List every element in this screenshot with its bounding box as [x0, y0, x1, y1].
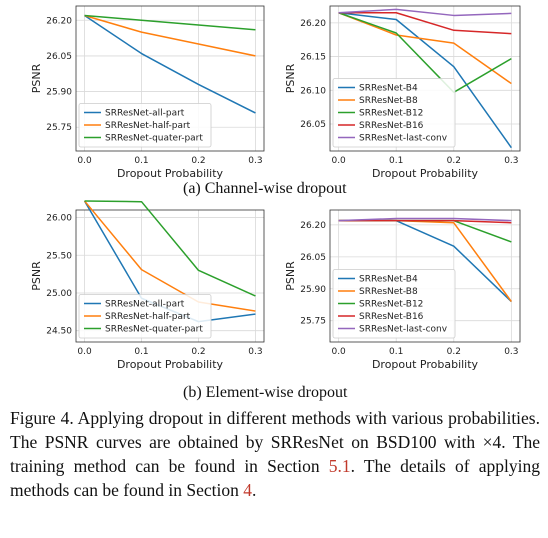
- y-tick-label: 26.00: [46, 214, 72, 224]
- y-tick-label: 25.90: [300, 285, 326, 295]
- legend-box: [332, 78, 456, 148]
- x-tick-label: 0.0: [77, 156, 92, 166]
- x-tick-label: 0.3: [248, 347, 262, 357]
- legend-entry: SRResNet-half-part: [105, 121, 191, 131]
- x-axis-label: Dropout Probability: [372, 358, 479, 371]
- legend-entry: SRResNet-all-part: [105, 109, 185, 119]
- caption-mid: . The details of applying methods can be…: [10, 456, 540, 500]
- y-axis-label: PSNR: [30, 63, 43, 93]
- y-tick-label: 26.05: [46, 52, 72, 62]
- series-line-srresnet-b4: [338, 11, 512, 149]
- figure-canvas: 0.0 0.1 0.2 0.3 25.75 25.90 26.05 26.20 SRResNet…: [30, 5, 521, 371]
- x-axis-label: Dropout Probability: [117, 167, 224, 180]
- legend-entry: SRResNet-B8: [359, 287, 418, 297]
- series-line-srresnet-b8: [338, 12, 512, 85]
- y-tick-label: 26.20: [46, 16, 72, 26]
- x-tick-label: 0.0: [331, 347, 346, 357]
- plot-frame: [75, 5, 265, 152]
- x-tick-label: 0.2: [191, 347, 205, 357]
- legend-entry: SRResNet-B12: [359, 300, 423, 310]
- plot-frame: [329, 5, 521, 152]
- series-line-srresnet-half-part: [84, 14, 256, 57]
- series-line-srresnet-b16: [338, 219, 512, 224]
- legend-entry: SRResNet-B16: [359, 312, 424, 322]
- y-tick-label: 26.20: [300, 221, 326, 231]
- x-tick-label: 0.3: [504, 156, 518, 166]
- legend-entry: SRResNet-quater-part: [105, 134, 203, 144]
- chart-panel-4: 0.0 0.1 0.2 0.3 25.75 25.90 26.05 26.20 SRResNet…: [284, 209, 521, 371]
- caption-ref-methods[interactable]: 4: [243, 480, 253, 500]
- y-tick-label: 26.20: [300, 19, 326, 29]
- subcaption-a: (a) Channel-wise dropout: [183, 180, 347, 197]
- chart-panel-3: 0.0 0.1 0.2 0.3 24.50 25.00 25.50 26.00 SRResNet…: [30, 200, 265, 371]
- y-tick-label: 25.90: [46, 88, 72, 98]
- y-axis-label: PSNR: [284, 63, 297, 93]
- chart-panel-2: 0.0 0.1 0.2 0.3 26.05 26.10 26.15 26.20 SRResNet…: [284, 5, 521, 180]
- legend-entry: SRResNet-last-conv: [359, 325, 448, 335]
- series-line-srresnet-last-conv: [338, 8, 512, 17]
- caption-lead: Figure 4. Applying dropout in different …: [10, 408, 540, 476]
- legend-entry: SRResNet-quater-part: [105, 325, 203, 335]
- y-tick-label: 25.75: [46, 123, 72, 133]
- y-tick-label: 26.10: [300, 86, 326, 96]
- plot-frame: [75, 209, 265, 343]
- x-tick-label: 0.1: [134, 347, 148, 357]
- series-line-srresnet-half-part: [83, 200, 256, 312]
- y-tick-label: 26.05: [300, 253, 326, 263]
- legend-entry: SRResNet-all-part: [105, 300, 185, 310]
- legend-box: [332, 269, 456, 339]
- x-tick-label: 0.2: [447, 347, 461, 357]
- legend-box: [78, 103, 212, 148]
- y-axis-label: PSNR: [284, 261, 297, 291]
- series-line-srresnet-b16: [338, 11, 512, 35]
- series-line-srresnet-quater-part: [84, 200, 256, 297]
- chart-panel-1: 0.0 0.1 0.2 0.3 25.75 25.90 26.05 26.20 SRResNet…: [30, 5, 265, 180]
- y-tick-label: 25.75: [300, 317, 326, 327]
- series-line-srresnet-all-part: [84, 14, 256, 114]
- x-axis-label: Dropout Probability: [372, 167, 479, 180]
- subcaption-b: (b) Element-wise dropout: [183, 384, 348, 401]
- series-line-srresnet-b12: [338, 219, 512, 243]
- legend-entry: SRResNet-B16: [359, 121, 424, 131]
- x-axis-label: Dropout Probability: [117, 358, 224, 371]
- x-tick-label: 0.1: [134, 156, 148, 166]
- figure-caption: Figure 4. Applying dropout in different …: [10, 406, 540, 502]
- y-tick-label: 26.15: [300, 53, 326, 63]
- y-axis-label: PSNR: [30, 261, 43, 291]
- y-tick-label: 24.50: [46, 327, 72, 337]
- legend-entry: SRResNet-B8: [359, 96, 418, 106]
- x-tick-label: 0.3: [504, 347, 518, 357]
- x-tick-label: 0.2: [447, 156, 461, 166]
- series-line-srresnet-quater-part: [84, 14, 256, 31]
- plot-frame: [329, 209, 521, 343]
- x-tick-label: 0.3: [248, 156, 262, 166]
- legend-box: [78, 294, 212, 339]
- x-tick-label: 0.2: [191, 156, 205, 166]
- x-tick-label: 0.0: [331, 156, 346, 166]
- caption-ref-section[interactable]: 5.1: [328, 456, 351, 476]
- y-tick-label: 25.00: [46, 289, 72, 299]
- caption-tail: .: [252, 480, 257, 500]
- y-tick-label: 26.05: [300, 120, 326, 130]
- x-tick-label: 0.1: [389, 156, 403, 166]
- legend-entry: SRResNet-B4: [359, 275, 418, 285]
- y-tick-label: 25.50: [46, 251, 72, 261]
- legend-entry: SRResNet-B4: [359, 84, 418, 94]
- x-tick-label: 0.1: [389, 347, 403, 357]
- series-line-srresnet-last-conv: [338, 217, 512, 222]
- legend-entry: SRResNet-B12: [359, 109, 423, 119]
- legend-entry: SRResNet-half-part: [105, 312, 191, 322]
- x-tick-label: 0.0: [77, 347, 92, 357]
- legend-entry: SRResNet-last-conv: [359, 134, 448, 144]
- series-line-srresnet-b12: [338, 12, 512, 94]
